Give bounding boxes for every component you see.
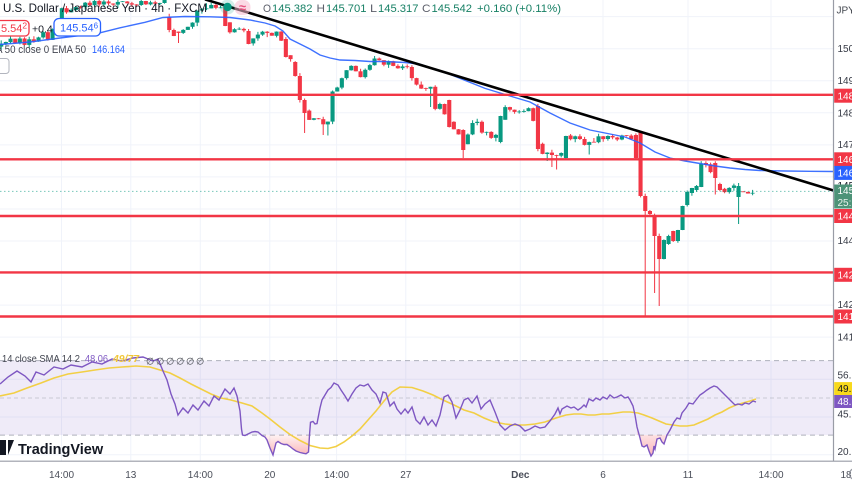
- svg-text:145.701: 145.701: [326, 3, 367, 15]
- svg-text:145.546: 145.546: [60, 22, 99, 35]
- svg-text:141: 141: [838, 332, 852, 343]
- svg-text:145.382: 145.382: [272, 3, 313, 15]
- svg-text:L: L: [370, 3, 377, 15]
- svg-text:∅: ∅: [146, 357, 154, 368]
- svg-text:H: H: [317, 3, 326, 15]
- svg-text:14:00: 14:00: [188, 470, 213, 481]
- svg-text:U.S. Dollar / Japanese Yen · 4: U.S. Dollar / Japanese Yen · 4h · FXCM: [3, 1, 207, 15]
- svg-text:147: 147: [838, 140, 852, 151]
- svg-text:49.: 49.: [838, 384, 852, 395]
- svg-text:145: 145: [838, 186, 852, 197]
- svg-text:146.164: 146.164: [92, 44, 125, 56]
- svg-text:149: 149: [838, 76, 852, 87]
- svg-text:14:00: 14:00: [49, 470, 74, 481]
- svg-text:142: 142: [838, 270, 852, 281]
- svg-text:11: 11: [683, 470, 694, 481]
- svg-text:6: 6: [600, 470, 606, 481]
- svg-text:144: 144: [838, 236, 852, 247]
- svg-text:14:00: 14:00: [324, 470, 349, 481]
- svg-text:∅: ∅: [186, 357, 194, 368]
- svg-text:146: 146: [838, 155, 852, 166]
- svg-text:148: 148: [838, 91, 852, 102]
- svg-text:Dec: Dec: [511, 470, 530, 481]
- svg-text:145.317: 145.317: [378, 3, 419, 15]
- svg-text:56.: 56.: [838, 371, 852, 382]
- svg-text:14 close SMA 14 2: 14 close SMA 14 2: [2, 353, 80, 365]
- svg-text:27: 27: [400, 470, 412, 481]
- svg-text:148: 148: [838, 108, 852, 119]
- svg-text:∅: ∅: [196, 357, 204, 368]
- svg-text:C: C: [422, 3, 431, 15]
- svg-text:20: 20: [264, 470, 276, 481]
- svg-text:JPY: JPY: [837, 6, 852, 17]
- svg-text:48.06: 48.06: [85, 353, 108, 365]
- svg-text:13: 13: [125, 470, 137, 481]
- svg-text:∅: ∅: [156, 357, 164, 368]
- svg-text:150: 150: [838, 44, 852, 55]
- svg-text:49/77: 49/77: [112, 353, 140, 365]
- svg-text:+0.160 (+0.11%): +0.160 (+0.11%): [477, 3, 561, 15]
- svg-text:≈: ≈: [239, 0, 246, 15]
- svg-text:TradingView: TradingView: [18, 442, 104, 458]
- svg-text:+0.4: +0.4: [32, 24, 53, 36]
- svg-text:∅: ∅: [176, 357, 184, 368]
- svg-text:146: 146: [838, 169, 852, 180]
- svg-text:20.: 20.: [838, 447, 852, 458]
- svg-text:144: 144: [838, 212, 852, 223]
- svg-text:145.542: 145.542: [432, 3, 473, 15]
- svg-text:25:: 25:: [838, 198, 852, 209]
- svg-text:142: 142: [838, 300, 852, 311]
- svg-text:45.: 45.: [838, 410, 852, 421]
- svg-text:141: 141: [838, 312, 852, 323]
- svg-text:A 50 close 0 EMA 50: A 50 close 0 EMA 50: [0, 44, 86, 56]
- svg-text:O: O: [263, 3, 271, 15]
- svg-text:14:00: 14:00: [758, 470, 783, 481]
- svg-text:∅: ∅: [166, 357, 174, 368]
- svg-text:48.: 48.: [838, 397, 852, 408]
- svg-text:18: 18: [840, 470, 852, 481]
- svg-text:5.542: 5.542: [1, 21, 27, 36]
